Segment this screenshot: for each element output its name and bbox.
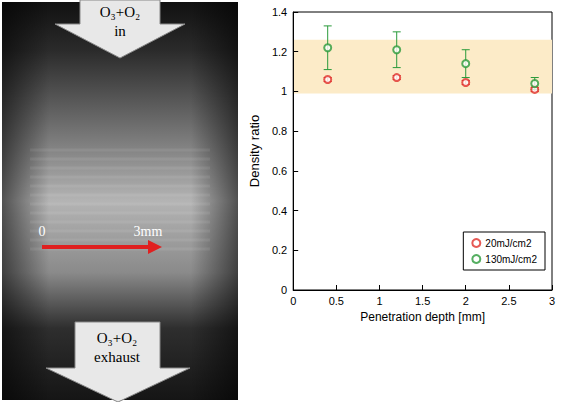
svg-text:3: 3 xyxy=(549,295,555,307)
svg-text:0.4: 0.4 xyxy=(272,205,287,217)
svg-text:1: 1 xyxy=(376,295,382,307)
svg-text:3mm: 3mm xyxy=(134,224,163,239)
svg-text:O₃+O₂: O₃+O₂ xyxy=(100,4,141,20)
svg-text:0.2: 0.2 xyxy=(272,244,287,256)
svg-text:1.2: 1.2 xyxy=(272,46,287,58)
svg-text:1.5: 1.5 xyxy=(415,295,430,307)
svg-text:Density ratio: Density ratio xyxy=(247,115,262,187)
svg-text:20mJ/cm2: 20mJ/cm2 xyxy=(485,238,532,249)
svg-text:O₃+O₂: O₃+O₂ xyxy=(97,330,138,346)
svg-text:0: 0 xyxy=(281,284,287,296)
svg-text:0.6: 0.6 xyxy=(272,165,287,177)
svg-text:0.8: 0.8 xyxy=(272,125,287,137)
svg-text:1.4: 1.4 xyxy=(272,6,287,18)
svg-text:0: 0 xyxy=(290,295,296,307)
svg-text:0.5: 0.5 xyxy=(329,295,344,307)
svg-text:1: 1 xyxy=(281,85,287,97)
svg-text:exhaust: exhaust xyxy=(94,349,141,365)
svg-text:2.5: 2.5 xyxy=(501,295,516,307)
svg-text:2: 2 xyxy=(463,295,469,307)
svg-text:130mJ/cm2: 130mJ/cm2 xyxy=(485,254,537,265)
svg-text:Penetration depth [mm]: Penetration depth [mm] xyxy=(360,310,485,324)
svg-text:0: 0 xyxy=(39,224,46,239)
svg-text:in: in xyxy=(114,23,126,39)
